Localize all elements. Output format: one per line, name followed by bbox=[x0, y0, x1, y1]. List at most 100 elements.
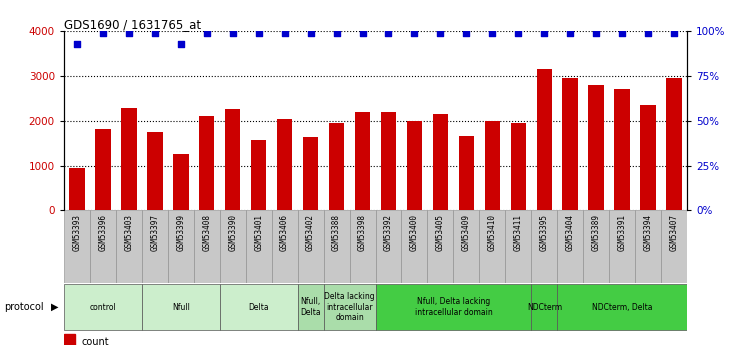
Text: GSM53402: GSM53402 bbox=[306, 214, 315, 251]
Text: control: control bbox=[89, 303, 116, 312]
Bar bbox=[324, 284, 376, 330]
Bar bbox=[329, 122, 344, 210]
Bar bbox=[427, 210, 454, 283]
Bar bbox=[194, 210, 220, 283]
Bar bbox=[381, 112, 397, 210]
Text: GDS1690 / 1631765_at: GDS1690 / 1631765_at bbox=[64, 18, 201, 31]
Bar bbox=[532, 210, 557, 283]
Text: GSM53405: GSM53405 bbox=[436, 214, 445, 251]
Point bbox=[201, 30, 213, 36]
Bar bbox=[433, 115, 448, 210]
Point bbox=[279, 30, 291, 36]
Text: GSM53394: GSM53394 bbox=[644, 214, 653, 251]
Point bbox=[564, 30, 576, 36]
Point bbox=[460, 30, 472, 36]
Text: Nfull: Nfull bbox=[172, 303, 190, 312]
Bar bbox=[635, 210, 661, 283]
Text: GSM53391: GSM53391 bbox=[618, 214, 627, 251]
Bar bbox=[64, 210, 90, 283]
Text: GSM53397: GSM53397 bbox=[150, 214, 159, 251]
Text: Delta: Delta bbox=[249, 303, 269, 312]
Text: protocol: protocol bbox=[4, 302, 44, 312]
Text: GSM53390: GSM53390 bbox=[228, 214, 237, 251]
Bar bbox=[173, 155, 189, 210]
Text: GSM53406: GSM53406 bbox=[280, 214, 289, 251]
Bar bbox=[303, 137, 318, 210]
Bar bbox=[297, 210, 324, 283]
Text: GSM53407: GSM53407 bbox=[670, 214, 679, 251]
Text: GSM53408: GSM53408 bbox=[202, 214, 211, 251]
Point bbox=[538, 30, 550, 36]
Bar bbox=[376, 284, 532, 330]
Bar bbox=[505, 210, 532, 283]
Bar bbox=[641, 105, 656, 210]
Point bbox=[71, 41, 83, 46]
Point bbox=[252, 30, 264, 36]
Point bbox=[305, 30, 317, 36]
Bar bbox=[479, 210, 505, 283]
Point bbox=[330, 30, 342, 36]
Text: Nfull,
Delta: Nfull, Delta bbox=[300, 297, 321, 317]
Text: Nfull, Delta lacking
intracellular domain: Nfull, Delta lacking intracellular domai… bbox=[415, 297, 493, 317]
Text: GSM53388: GSM53388 bbox=[332, 214, 341, 251]
Point bbox=[409, 30, 421, 36]
Bar bbox=[532, 284, 557, 330]
Point bbox=[97, 30, 109, 36]
Bar bbox=[220, 284, 297, 330]
Bar bbox=[142, 210, 167, 283]
Text: GSM53404: GSM53404 bbox=[566, 214, 575, 251]
Point bbox=[642, 30, 654, 36]
Text: ▶: ▶ bbox=[51, 302, 59, 312]
Text: GSM53401: GSM53401 bbox=[254, 214, 263, 251]
Bar bbox=[562, 78, 578, 210]
Bar bbox=[121, 108, 137, 210]
Bar bbox=[64, 284, 142, 330]
Bar bbox=[95, 129, 110, 210]
Text: count: count bbox=[81, 337, 109, 345]
Text: GSM53396: GSM53396 bbox=[98, 214, 107, 251]
Bar bbox=[167, 210, 194, 283]
Bar bbox=[251, 140, 267, 210]
Bar bbox=[459, 136, 474, 210]
Point bbox=[590, 30, 602, 36]
Bar bbox=[666, 78, 682, 210]
Bar bbox=[246, 210, 272, 283]
Text: GSM53409: GSM53409 bbox=[462, 214, 471, 251]
Bar bbox=[557, 210, 584, 283]
Bar bbox=[142, 284, 220, 330]
Point bbox=[149, 30, 161, 36]
Bar bbox=[376, 210, 402, 283]
Bar bbox=[199, 116, 215, 210]
Bar bbox=[324, 210, 349, 283]
Text: GSM53392: GSM53392 bbox=[384, 214, 393, 251]
Point bbox=[668, 30, 680, 36]
Bar bbox=[277, 119, 292, 210]
Point bbox=[512, 30, 524, 36]
Bar bbox=[225, 109, 240, 210]
Bar bbox=[402, 210, 427, 283]
Text: GSM53410: GSM53410 bbox=[488, 214, 497, 251]
Text: GSM53411: GSM53411 bbox=[514, 214, 523, 251]
Bar bbox=[64, 334, 75, 345]
Bar bbox=[536, 69, 552, 210]
Point bbox=[357, 30, 369, 36]
Point bbox=[227, 30, 239, 36]
Text: NDCterm: NDCterm bbox=[526, 303, 562, 312]
Bar bbox=[511, 122, 526, 210]
Text: GSM53389: GSM53389 bbox=[592, 214, 601, 251]
Bar bbox=[609, 210, 635, 283]
Point bbox=[382, 30, 394, 36]
Bar bbox=[220, 210, 246, 283]
Text: GSM53400: GSM53400 bbox=[410, 214, 419, 251]
Bar bbox=[407, 121, 422, 210]
Text: NDCterm, Delta: NDCterm, Delta bbox=[592, 303, 653, 312]
Bar bbox=[147, 131, 162, 210]
Text: GSM53403: GSM53403 bbox=[124, 214, 133, 251]
Point bbox=[122, 30, 134, 36]
Bar bbox=[557, 284, 687, 330]
Bar bbox=[349, 210, 376, 283]
Bar bbox=[272, 210, 297, 283]
Point bbox=[487, 30, 499, 36]
Bar bbox=[589, 85, 604, 210]
Bar bbox=[661, 210, 687, 283]
